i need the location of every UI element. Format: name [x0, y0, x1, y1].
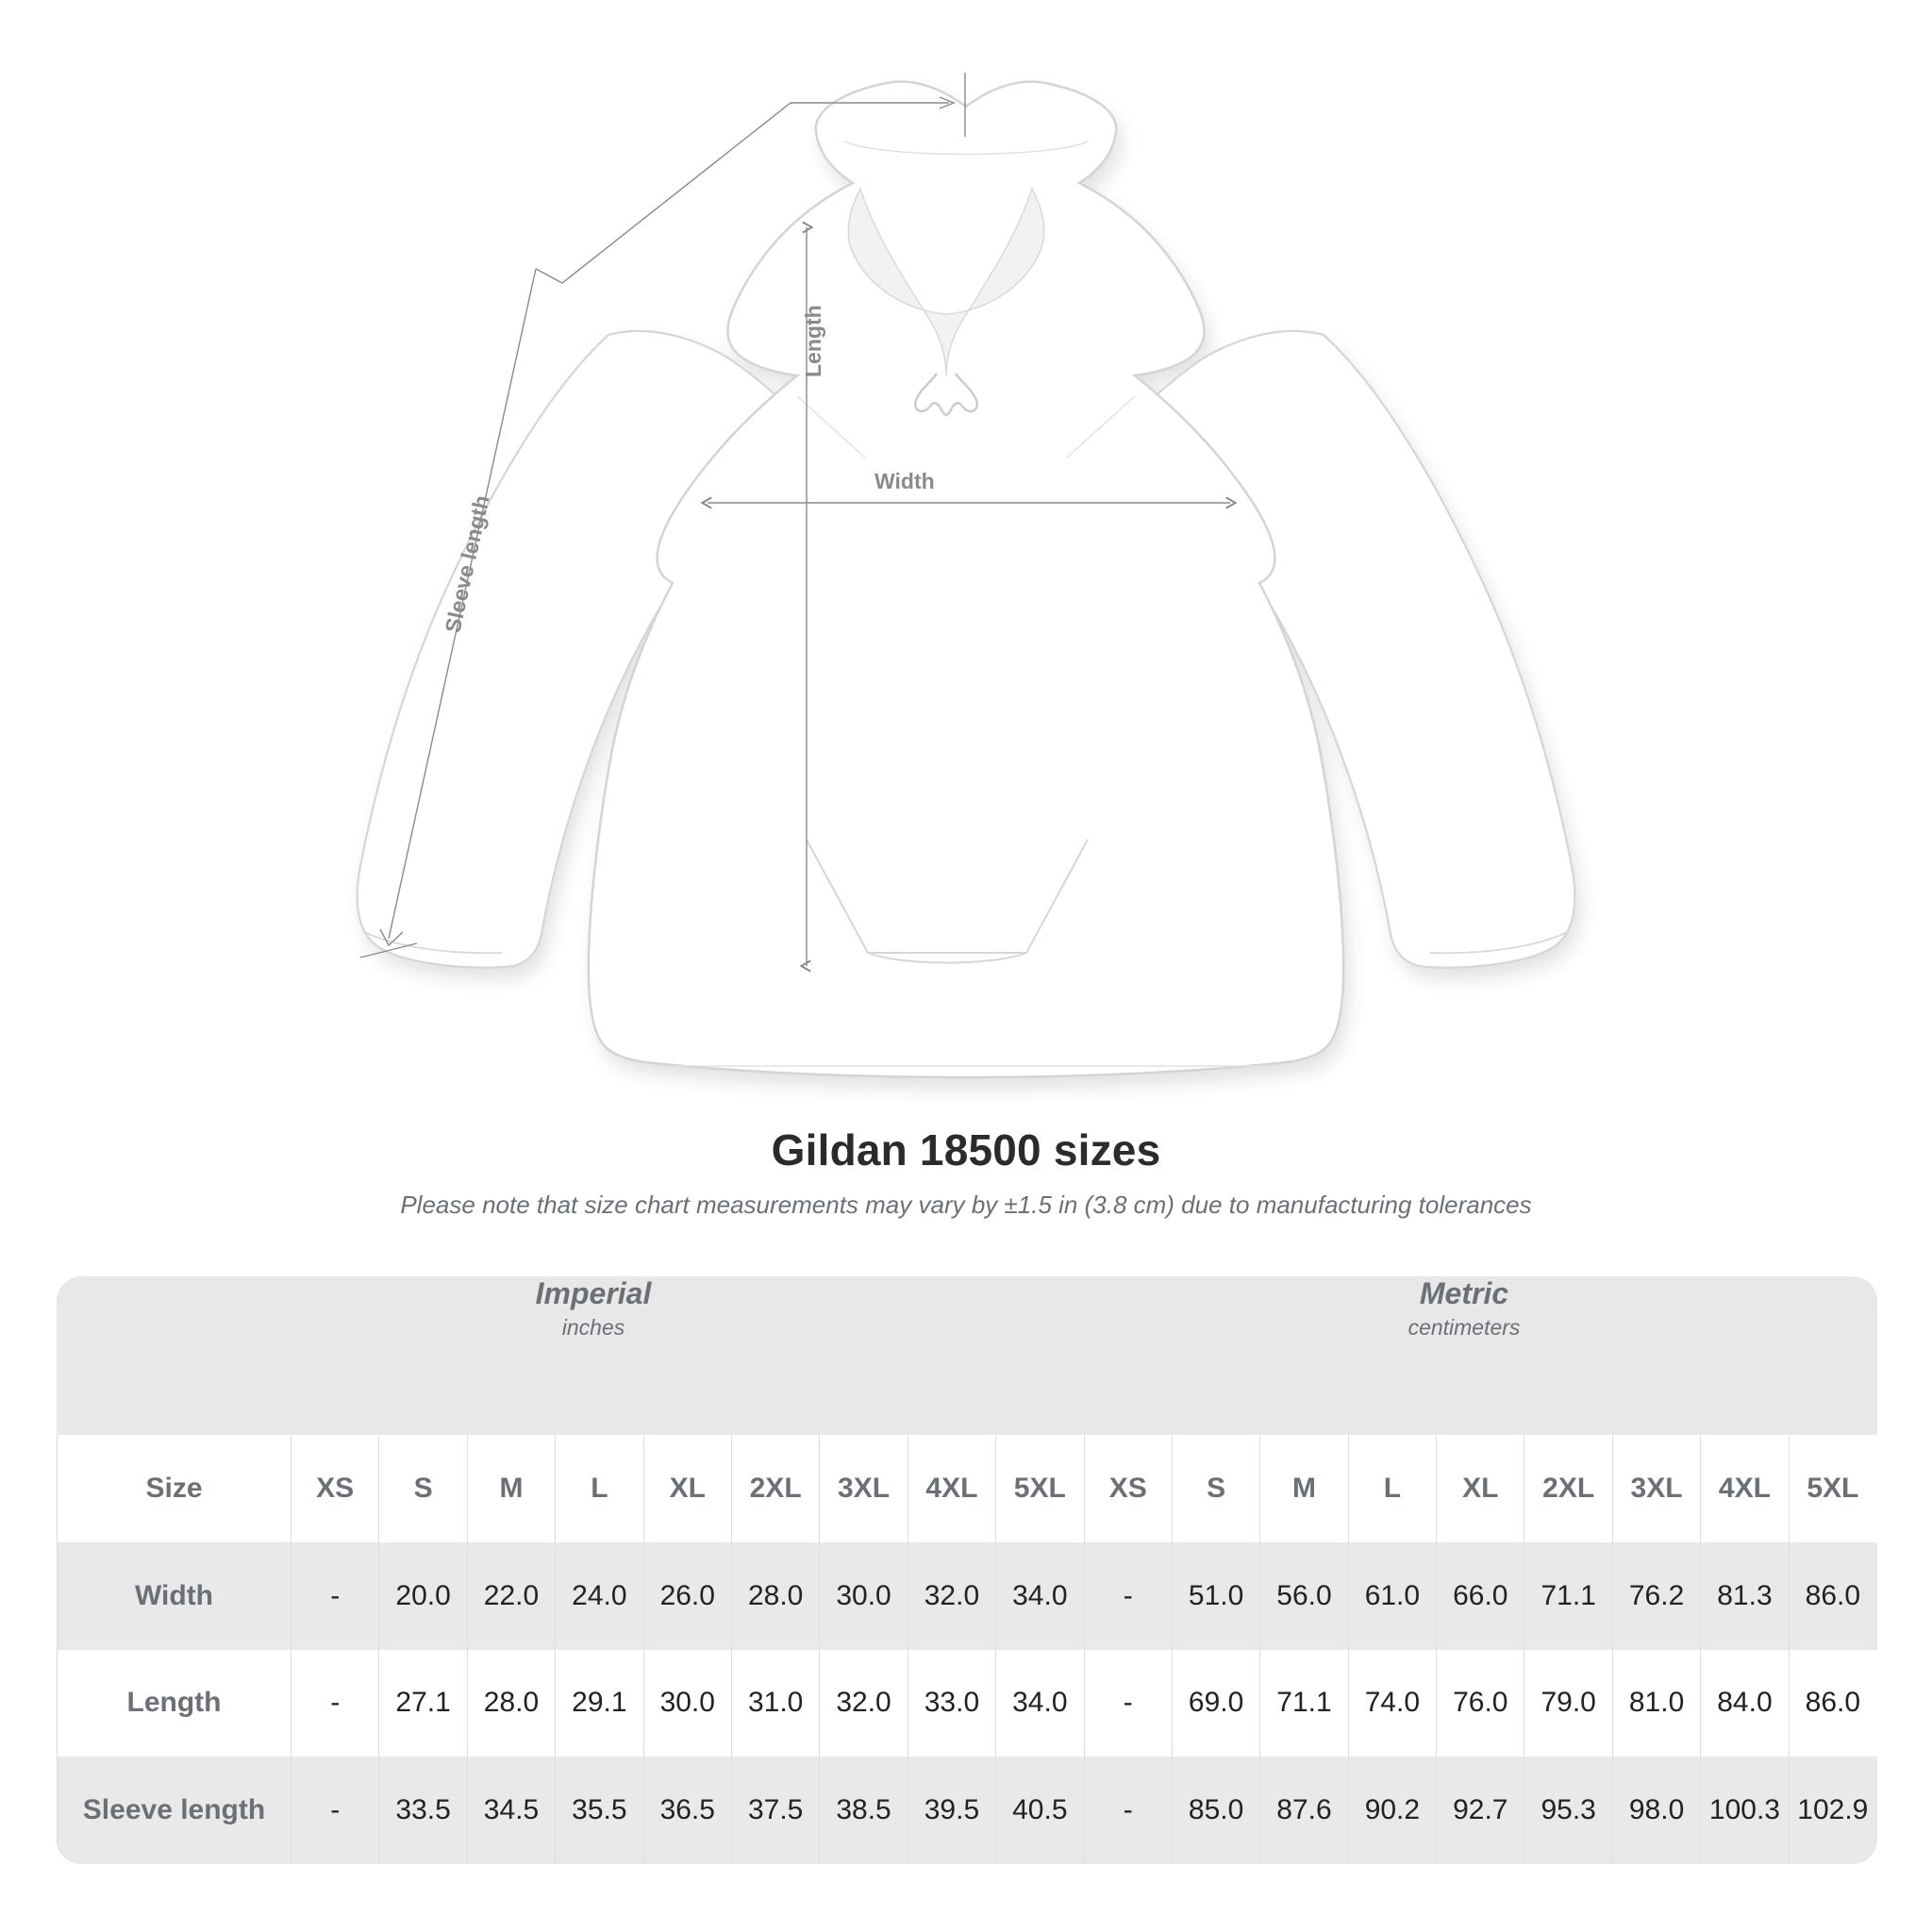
svg-text:Length: Length	[801, 305, 825, 377]
svg-text:Width: Width	[874, 469, 935, 493]
svg-text:Sleeve length: Sleeve length	[440, 493, 493, 635]
